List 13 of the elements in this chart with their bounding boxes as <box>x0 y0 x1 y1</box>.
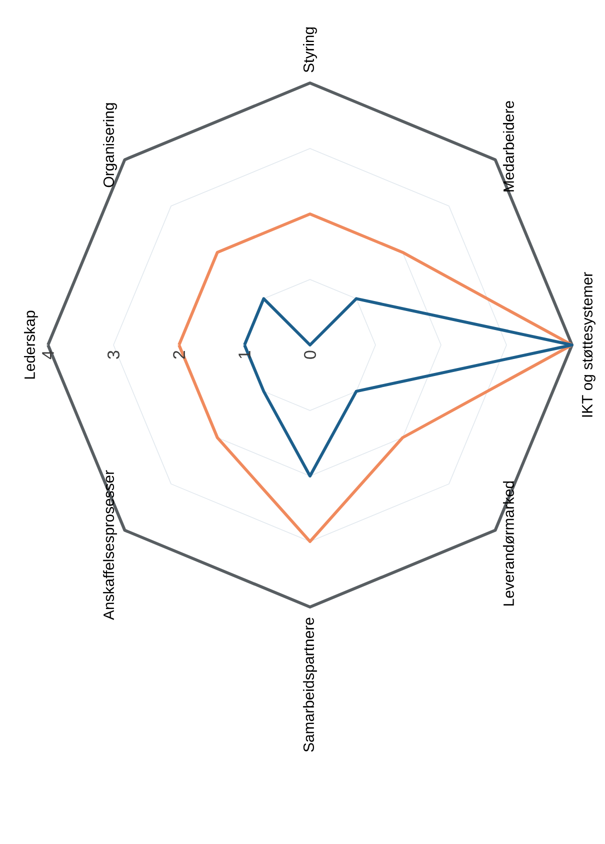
y-tick-label: 2 <box>173 350 185 359</box>
spoke-label: Medarbeidere <box>503 101 514 192</box>
spoke-label: Styring <box>303 27 317 72</box>
y-tick-label: 3 <box>108 350 120 359</box>
y-tick-label: 1 <box>238 350 250 358</box>
y-tick-label: 4 <box>42 350 54 360</box>
y-tick-label: 0 <box>304 350 316 359</box>
spoke-label: Lederskap <box>24 310 38 379</box>
spoke-label: Samarbeidspartnere <box>303 618 317 752</box>
spoke-label: IKT og støttesystemer <box>582 272 596 417</box>
spoke-label: Leverandørmarked <box>503 481 514 606</box>
spoke-label: Organisering <box>103 103 117 188</box>
spoke-label: Anskaffelsesprosesser <box>103 470 117 620</box>
